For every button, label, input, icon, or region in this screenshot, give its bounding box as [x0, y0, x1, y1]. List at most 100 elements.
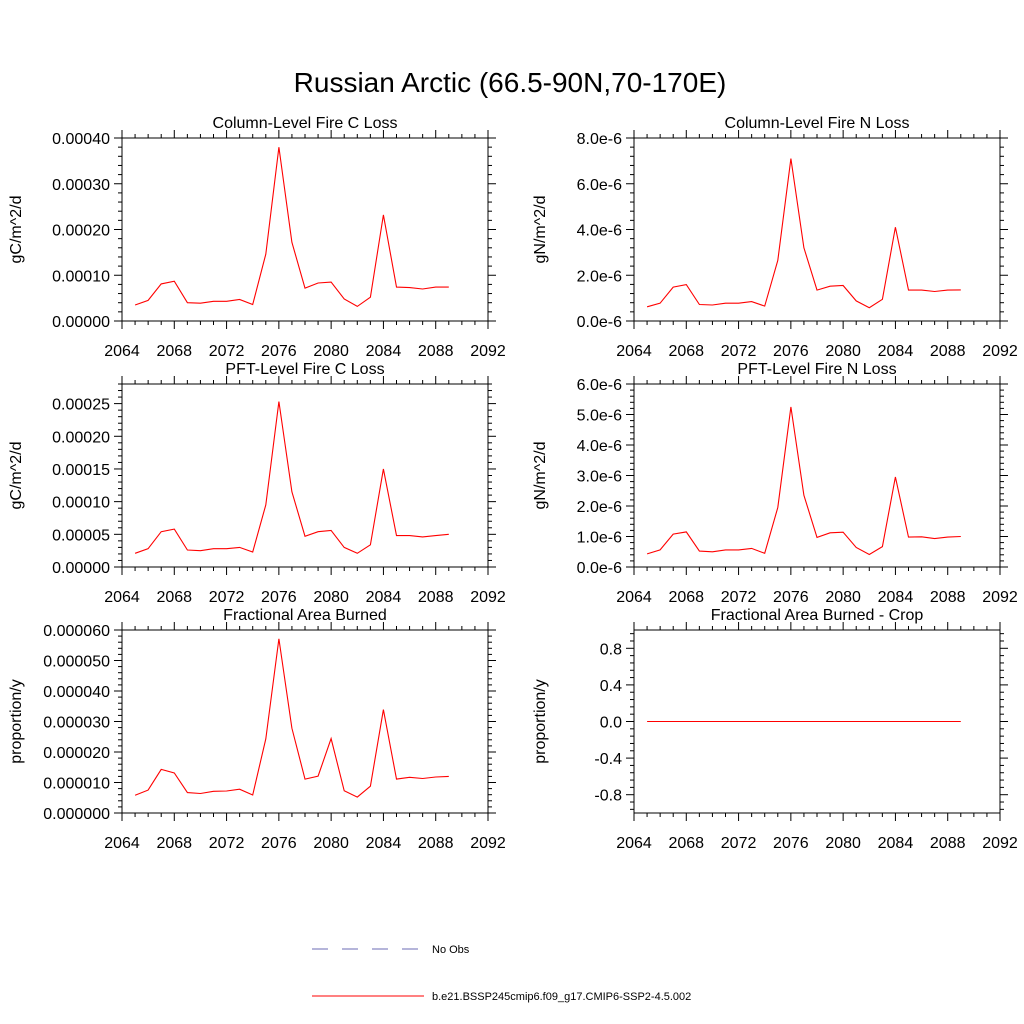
panel-1: 2064 2068 2072 2076 2080 2084 2088 2092 0.00000 0… — [8, 115, 506, 360]
panel-6: 2064 2068 2072 2076 2080 2084 2088 2092 -0.8 -0.4… — [532, 607, 1018, 852]
subplot-title: Fractional Area Burned - Crop — [711, 607, 924, 624]
plot-frame — [121, 629, 489, 814]
x-tick-label: 2080 — [313, 589, 349, 606]
subplot-title: Column-Level Fire C Loss — [213, 115, 398, 132]
x-tick-label: 2064 — [616, 835, 652, 852]
y-tick-label: 0.00030 — [52, 177, 110, 194]
y-tick-label: 0.0e-6 — [577, 314, 622, 331]
x-tick-label: 2088 — [418, 343, 454, 360]
y-axis-label: proportion/y — [532, 679, 549, 764]
series-line — [134, 147, 449, 308]
x-tick-label: 2080 — [825, 589, 861, 606]
legend: No Obs b.e21.BSSP245cmip6.f09_g17.CMIP6-… — [312, 944, 691, 1003]
x-tick-label: 2064 — [104, 343, 140, 360]
x-tick-label: 2064 — [616, 589, 652, 606]
x-tick-label: 2092 — [982, 343, 1018, 360]
x-tick-label: 2080 — [313, 835, 349, 852]
x-tick-label: 2092 — [470, 343, 506, 360]
x-tick-label: 2088 — [930, 835, 966, 852]
x-tick-label: 2068 — [156, 589, 192, 606]
y-tick-label: 0.000060 — [43, 623, 110, 640]
series-line — [134, 638, 449, 798]
y-tick-label: 0.00010 — [52, 495, 110, 512]
y-tick-label: 0.8 — [600, 641, 622, 658]
plot-frame — [633, 383, 1001, 568]
y-tick-label: 2.0e-6 — [577, 499, 622, 516]
x-tick-label: 2076 — [261, 835, 297, 852]
subplot-title: Column-Level Fire N Loss — [725, 115, 910, 132]
x-tick-label: 2092 — [982, 589, 1018, 606]
y-tick-label: 0.00015 — [52, 462, 110, 479]
y-tick-label: 0.000030 — [43, 715, 110, 732]
main-title: Russian Arctic (66.5-90N,70-170E) — [294, 67, 727, 98]
y-tick-label: 0.00020 — [52, 429, 110, 446]
y-axis-label: gC/m^2/d — [8, 196, 25, 264]
x-tick-label: 2088 — [930, 589, 966, 606]
y-tick-label: 0.000000 — [43, 806, 110, 823]
y-axis-label: gC/m^2/d — [8, 442, 25, 510]
y-tick-label: 0.00000 — [52, 560, 110, 577]
x-tick-label: 2064 — [104, 835, 140, 852]
y-tick-label: 6.0e-6 — [577, 377, 622, 394]
x-tick-label: 2084 — [366, 589, 402, 606]
legend-obs-label: No Obs — [432, 944, 470, 956]
panel-5: 2064 2068 2072 2076 2080 2084 2088 2092 0.000000… — [8, 607, 506, 852]
plot-frame — [121, 383, 489, 568]
subplot-title: PFT-Level Fire N Loss — [737, 361, 896, 378]
x-tick-label: 2088 — [418, 589, 454, 606]
series-line — [646, 406, 961, 556]
plot-frame — [121, 137, 489, 322]
y-tick-label: -0.4 — [594, 751, 622, 768]
y-tick-label: 0.0 — [600, 715, 622, 732]
y-tick-label: -0.8 — [594, 788, 622, 805]
y-tick-label: 0.00000 — [52, 314, 110, 331]
x-tick-label: 2092 — [982, 835, 1018, 852]
x-tick-label: 2076 — [773, 835, 809, 852]
legend-model-label: b.e21.BSSP245cmip6.f09_g17.CMIP6-SSP2-4.… — [432, 991, 691, 1003]
series-line — [134, 401, 449, 554]
x-tick-label: 2068 — [156, 343, 192, 360]
y-tick-label: 0.00025 — [52, 397, 110, 414]
panels: 2064 2068 2072 2076 2080 2084 2088 20920.000000… — [8, 115, 1018, 852]
x-tick-label: 2076 — [261, 343, 297, 360]
plot-frame — [633, 137, 1001, 322]
x-tick-label: 2088 — [930, 343, 966, 360]
y-tick-label: 5.0e-6 — [577, 408, 622, 425]
x-tick-label: 2076 — [261, 589, 297, 606]
y-axis-label: gN/m^2/d — [532, 442, 549, 510]
y-axis-label: gN/m^2/d — [532, 196, 549, 264]
x-tick-label: 2072 — [209, 589, 245, 606]
y-tick-label: 0.00010 — [52, 268, 110, 285]
y-tick-label: 0.00005 — [52, 527, 110, 544]
y-tick-label: 0.0e-6 — [577, 560, 622, 577]
x-tick-label: 2080 — [825, 835, 861, 852]
x-tick-label: 2092 — [470, 835, 506, 852]
panel-4: 2064 2068 2072 2076 2080 2084 2088 2092 0.0e-6 1.… — [532, 361, 1018, 606]
x-tick-label: 2076 — [773, 343, 809, 360]
x-tick-label: 2084 — [878, 835, 914, 852]
y-tick-label: 0.00020 — [52, 223, 110, 240]
y-tick-label: 0.000050 — [43, 654, 110, 671]
subplot-title: PFT-Level Fire C Loss — [225, 361, 384, 378]
y-axis-label: proportion/y — [8, 679, 25, 764]
x-tick-label: 2072 — [209, 835, 245, 852]
x-tick-label: 2064 — [104, 589, 140, 606]
y-tick-label: 0.00040 — [52, 131, 110, 148]
x-tick-label: 2084 — [878, 589, 914, 606]
x-tick-label: 2068 — [156, 835, 192, 852]
y-tick-label: 4.0e-6 — [577, 223, 622, 240]
x-tick-label: 2072 — [721, 835, 757, 852]
x-tick-label: 2076 — [773, 589, 809, 606]
x-tick-label: 2068 — [668, 835, 704, 852]
y-tick-label: 0.000010 — [43, 776, 110, 793]
x-tick-label: 2072 — [721, 589, 757, 606]
x-tick-label: 2064 — [616, 343, 652, 360]
subplot-title: Fractional Area Burned — [223, 607, 387, 624]
y-tick-label: 4.0e-6 — [577, 438, 622, 455]
y-tick-label: 1.0e-6 — [577, 530, 622, 547]
x-tick-label: 2068 — [668, 589, 704, 606]
x-tick-label: 2084 — [366, 835, 402, 852]
x-tick-label: 2068 — [668, 343, 704, 360]
panel-2: 2064 2068 2072 2076 2080 2084 2088 2092 0.0e-6 2.… — [532, 115, 1018, 360]
